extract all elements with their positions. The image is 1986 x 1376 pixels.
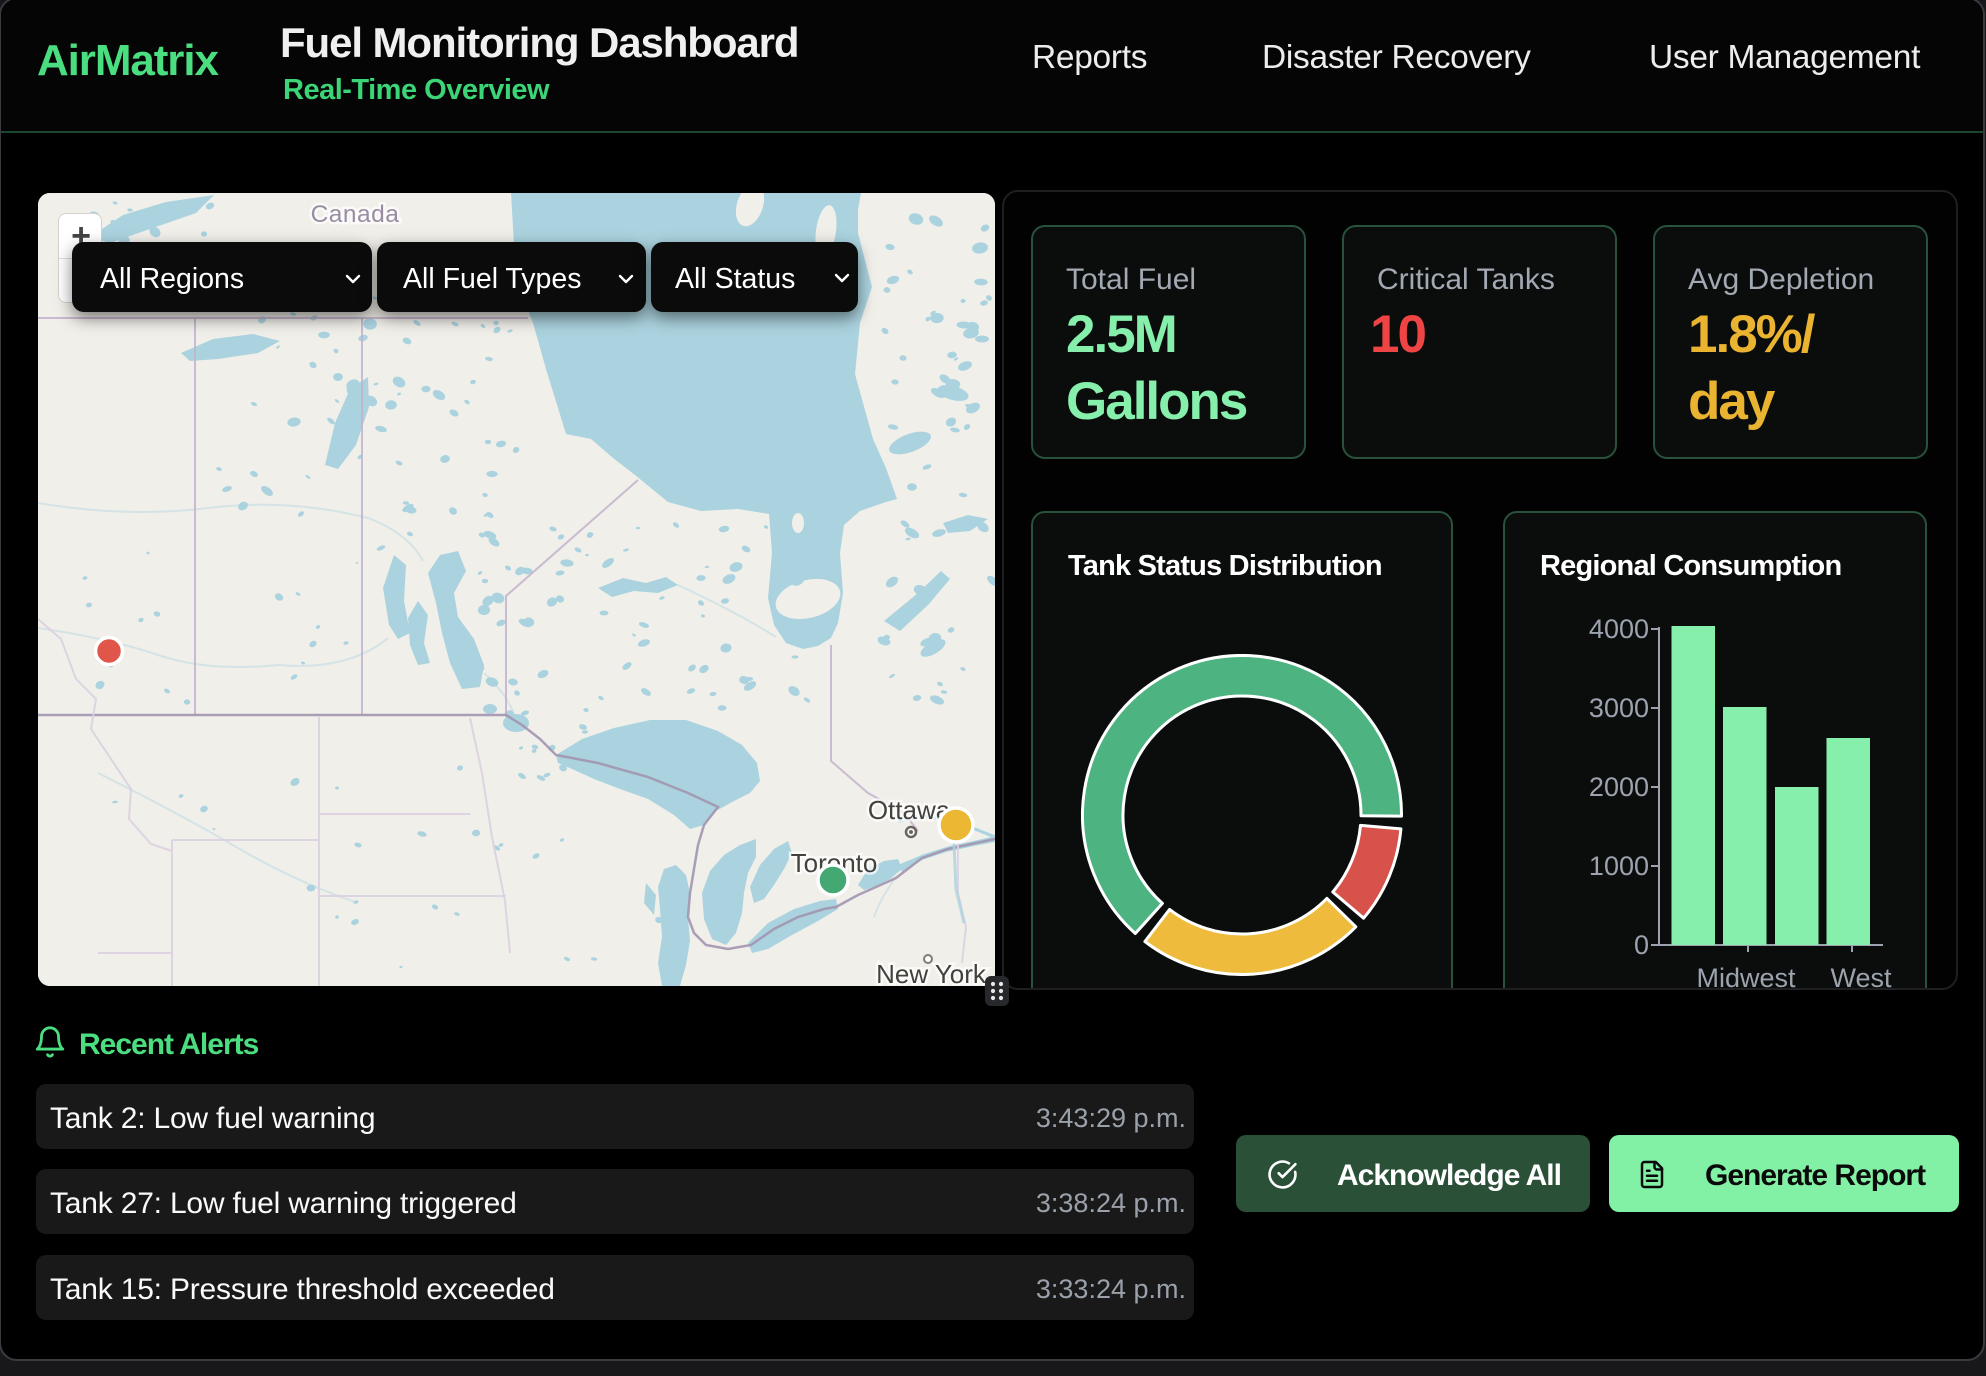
- svg-text:Canada: Canada: [311, 201, 400, 228]
- svg-text:West: West: [1830, 963, 1892, 990]
- svg-text:Midwest: Midwest: [1696, 963, 1796, 990]
- svg-text:4000: 4000: [1589, 614, 1649, 644]
- svg-text:2000: 2000: [1589, 772, 1649, 802]
- svg-text:0: 0: [1634, 930, 1649, 960]
- svg-text:New York: New York: [876, 959, 987, 986]
- svg-text:Ottawa: Ottawa: [868, 795, 951, 825]
- svg-text:Toronto: Toronto: [791, 848, 878, 878]
- svg-text:3000: 3000: [1589, 693, 1649, 723]
- svg-text:1000: 1000: [1589, 851, 1649, 881]
